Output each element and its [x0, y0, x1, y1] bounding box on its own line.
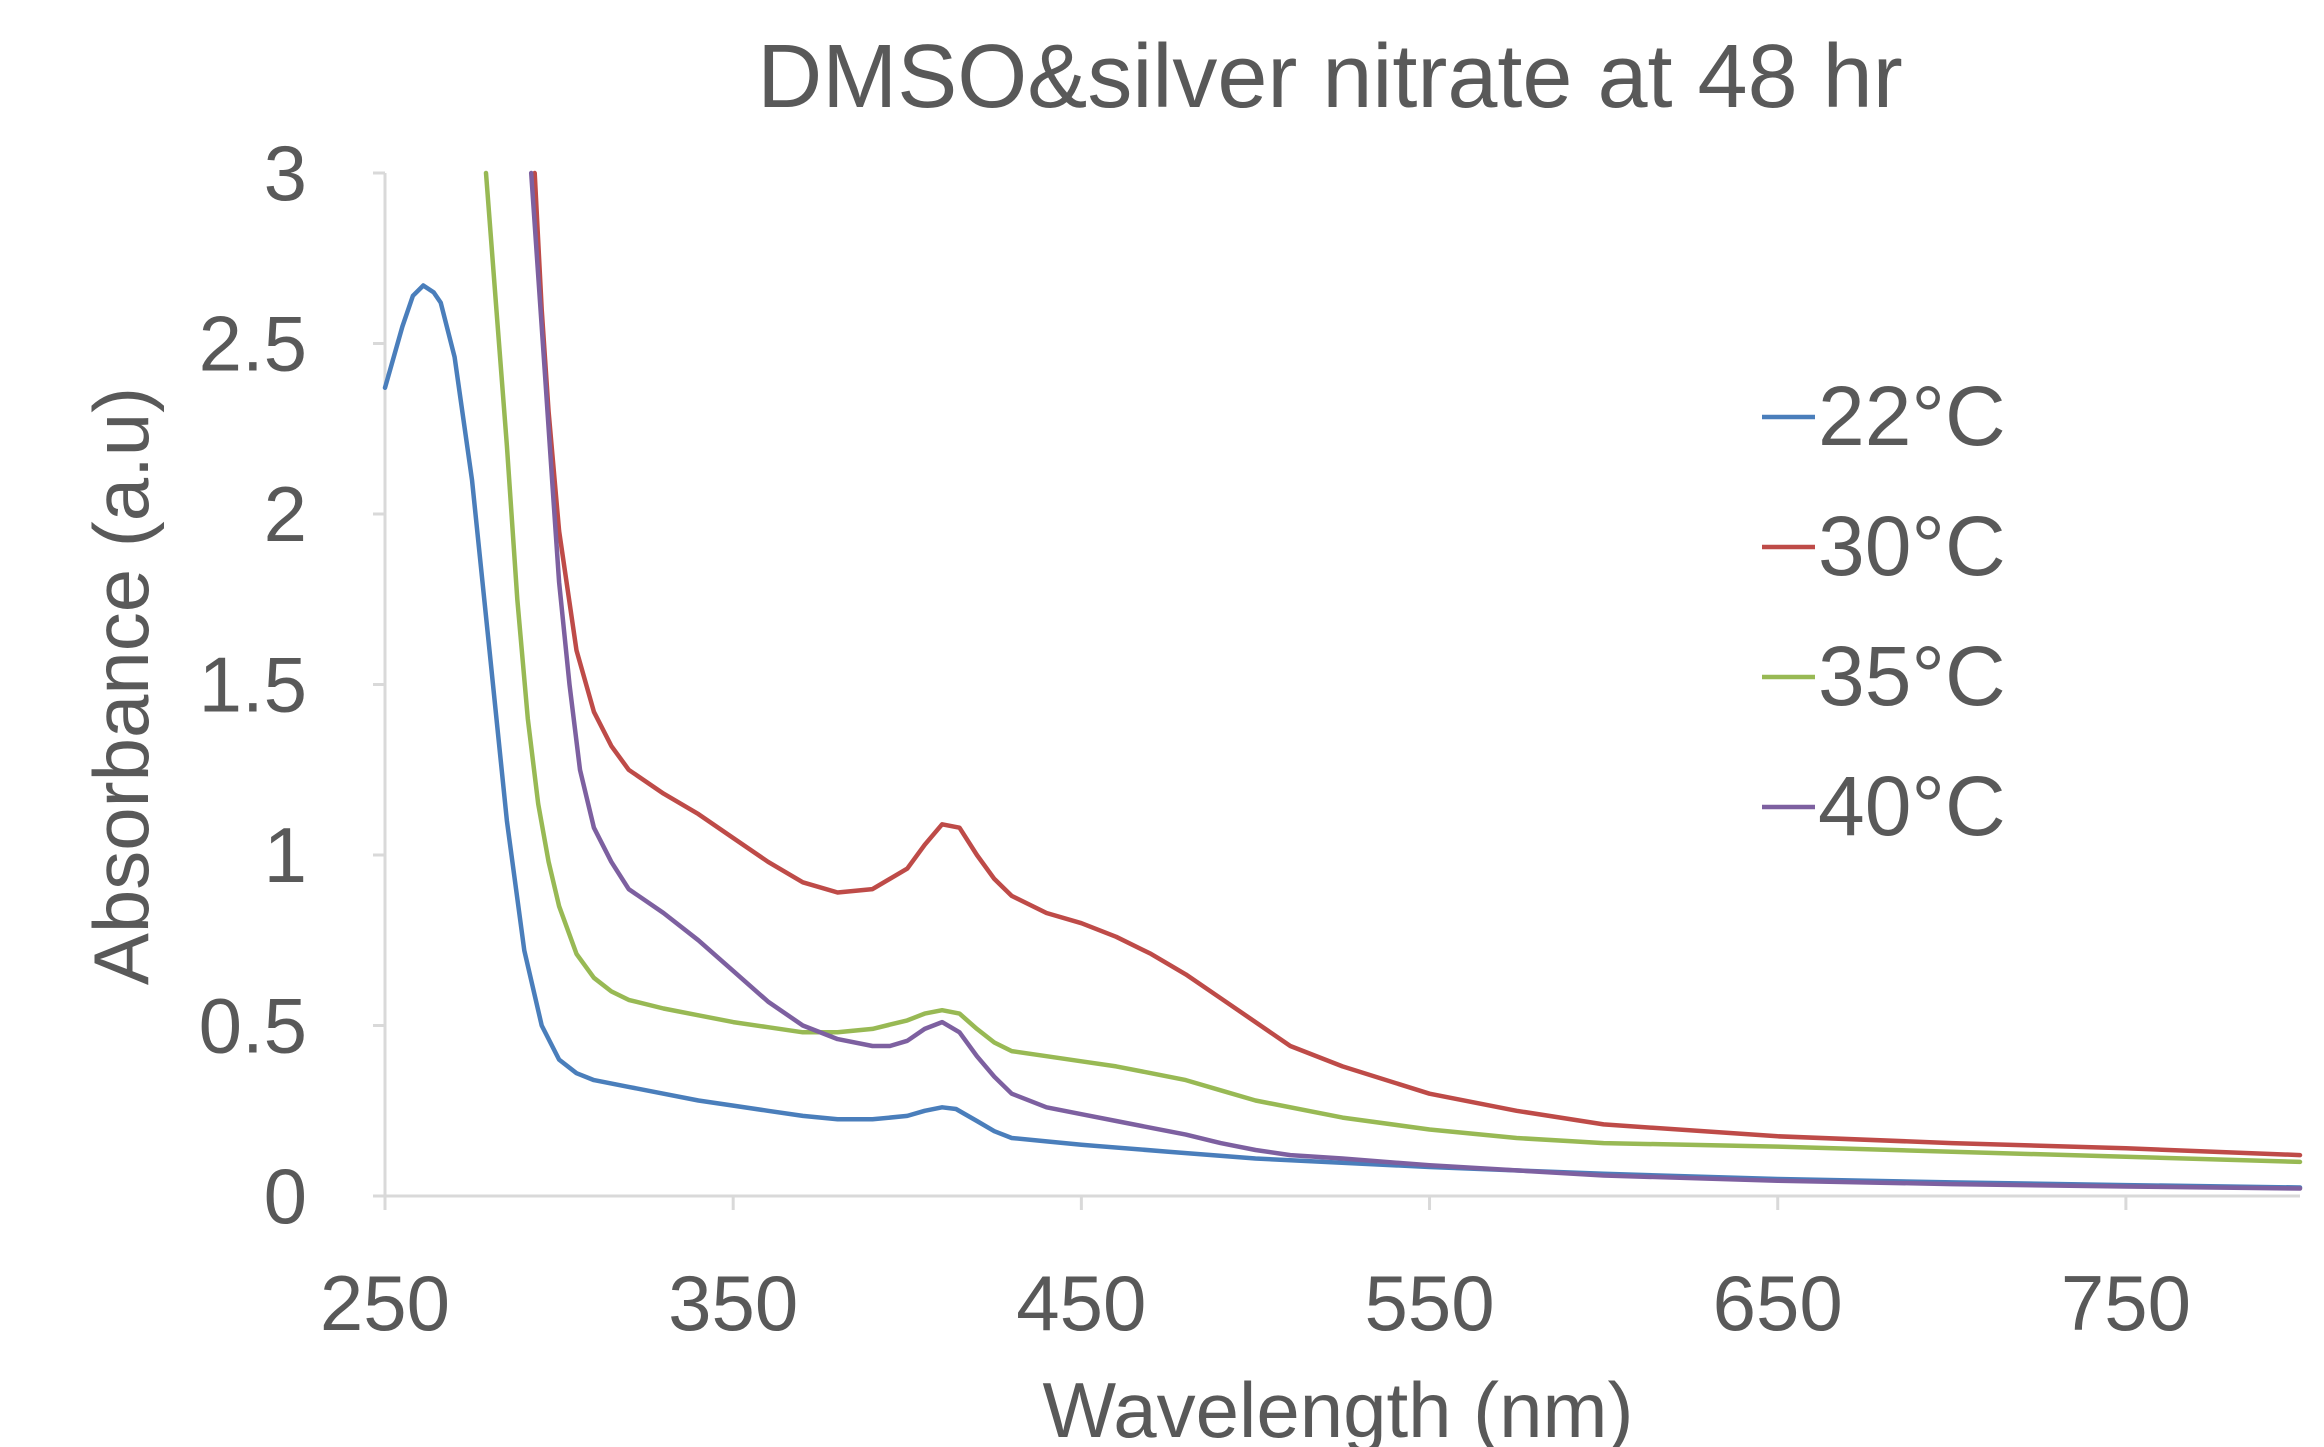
series-line-3: [528, 170, 2303, 1191]
y-tick-label: 2: [264, 470, 307, 558]
series-line-0: [382, 283, 2303, 1190]
y-tick-label: 1: [264, 811, 307, 899]
legend-label: 35°C: [1818, 629, 2006, 723]
y-axis-label: Absorbance (a.u): [77, 387, 165, 985]
legend-label: 30°C: [1818, 499, 2006, 593]
series-line-1: [532, 170, 2303, 1158]
legend-label: 22°C: [1818, 369, 2006, 463]
x-tick-label: 250: [320, 1259, 450, 1347]
x-tick-label: 350: [668, 1259, 798, 1347]
legend-item: 22°C: [1762, 369, 2006, 463]
series-layer: [382, 170, 2303, 1191]
legend: 22°C 30°C 35°C 40°C: [1762, 369, 2006, 853]
x-axis-label: Wavelength (nm): [1043, 1366, 1634, 1447]
x-tick-label: 650: [1713, 1259, 1843, 1347]
legend-label: 40°C: [1818, 759, 2006, 853]
legend-item: 40°C: [1762, 759, 2006, 853]
x-tick-label: 750: [2061, 1259, 2191, 1347]
y-tick-label: 0: [264, 1152, 307, 1240]
y-axis-ticks: 0 0.5 1 1.5 2 2.5 3: [199, 129, 385, 1240]
chart-title: DMSO&silver nitrate at 48 hr: [757, 27, 1902, 127]
y-tick-label: 0.5: [199, 982, 307, 1070]
x-tick-label: 550: [1364, 1259, 1494, 1347]
series-line-2: [483, 170, 2303, 1165]
plot-area: 0 0.5 1 1.5 2 2.5 3 250 350 450 550 650 750: [199, 129, 2303, 1347]
y-tick-label: 2.5: [199, 300, 307, 388]
y-tick-label: 1.5: [199, 641, 307, 729]
y-tick-label: 3: [264, 129, 307, 217]
x-tick-label: 450: [1016, 1259, 1146, 1347]
legend-item: 35°C: [1762, 629, 2006, 723]
x-axis-ticks: 250 350 450 550 650 750: [320, 1196, 2191, 1347]
legend-item: 30°C: [1762, 499, 2006, 593]
